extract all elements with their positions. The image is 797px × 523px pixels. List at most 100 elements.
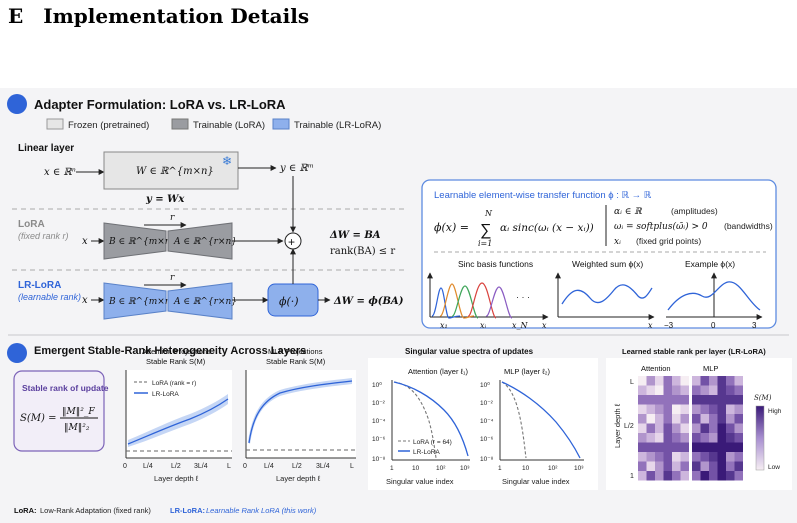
heatmap-cell [663, 385, 672, 395]
heatmap-cell [663, 395, 672, 405]
legend-swatch-frozen [46, 118, 64, 130]
heatmap-cell [646, 442, 655, 452]
linear-layer-label: Linear layer [18, 143, 74, 154]
spectra-attn-ytick-1: 10⁻² [372, 400, 386, 407]
heatmap-cell [672, 423, 681, 433]
spectra-mlp-lrlora-line [501, 381, 581, 459]
heatmap-cell [672, 395, 681, 405]
heatmap-cell [646, 376, 655, 386]
mlp-proj-title2: Stable Rank S(M) [266, 357, 326, 366]
legend-swatch-lora [171, 118, 189, 130]
heatmap-cell [692, 376, 701, 386]
heatmap-cbar-title: S(M) [754, 394, 772, 402]
heatmap-cell [655, 461, 664, 471]
heatmap-cell [709, 452, 718, 462]
mlp-proj-xtick-4: L [350, 463, 354, 470]
snowflake-icon: ❄ [222, 154, 232, 168]
heatmap-cell [717, 452, 726, 462]
heatmap-cell [663, 461, 672, 471]
phi-label: ϕ(·) [279, 295, 299, 308]
param-omega-desc: (bandwidths) [724, 221, 773, 231]
heatmap-cell [709, 395, 718, 405]
linear-output: y ∈ ℝᵐ [279, 163, 314, 174]
attn-proj-xtick-1: L/4 [143, 463, 153, 470]
heatmap-cell [700, 395, 709, 405]
attn-proj-xtick-3: 3L/4 [194, 463, 208, 470]
heatmap-cell [717, 442, 726, 452]
weight-label: W ∈ ℝ^{m×n} [136, 166, 214, 177]
heatmap-cell [717, 404, 726, 414]
heatmap-cell [709, 385, 718, 395]
heatmap-cell [638, 376, 647, 386]
lrlora-update: ΔW = ϕ(BA) [333, 296, 404, 307]
transfer-box [421, 179, 777, 329]
heatmap-cell [680, 442, 689, 452]
sum-title: Weighted sum ϕ(x) [572, 259, 643, 269]
stable-rank-title: Stable rank of update [22, 383, 109, 393]
spectra-attn-lrlora-line [393, 381, 469, 457]
spectra-mlp-ytick-4: 10⁻⁸ [480, 456, 494, 463]
example-title: Example ϕ(x) [685, 259, 735, 269]
heatmap-cell [734, 471, 743, 481]
sinc-curve-purple [485, 286, 513, 319]
heatmap-cell [734, 385, 743, 395]
basis-tick-x: x [542, 321, 547, 330]
linear-input: x ∈ ℝⁿ [44, 167, 76, 178]
heatmap-ylabel: Layer depth ℓ [613, 403, 622, 448]
mlp-proj-xtick-3: 3L/4 [316, 463, 330, 470]
stable-rank-den: ‖M‖²₂ [64, 423, 90, 433]
spectra-mlp-ytick-2: 10⁻⁴ [480, 418, 494, 425]
heatmap-cell [700, 423, 709, 433]
heatmap-cell [692, 423, 701, 433]
heatmap-cell [638, 452, 647, 462]
heatmap-cell [726, 471, 735, 481]
heatmap-cell [646, 385, 655, 395]
basis-tick-x1: x₁ [440, 321, 448, 330]
sum-tick-x: x [648, 321, 653, 330]
lora-B: B ∈ ℝ^{m×r} [108, 237, 175, 247]
heatmap-cell [726, 442, 735, 452]
heatmap-cell [717, 376, 726, 386]
param-alpha: αᵢ ∈ ℝ [614, 207, 642, 217]
basis-dots: · · · [516, 292, 530, 302]
legend-swatch-lrlora [272, 118, 290, 130]
heatmap-cell [646, 395, 655, 405]
heatmap-cell [700, 385, 709, 395]
heatmap-cell [726, 404, 735, 414]
spectra-attn-xtick-3: 10³ [460, 465, 470, 472]
param-x: xᵢ [614, 237, 621, 247]
heatmap-cell [726, 395, 735, 405]
heatmap-cell [734, 452, 743, 462]
lora-rank-eq: rank(BA) ≤ r [330, 246, 395, 257]
heatmap-cell [692, 461, 701, 471]
heatmap-cell [709, 414, 718, 424]
heatmap-cell [717, 433, 726, 443]
lora-label: LoRA [18, 219, 45, 230]
heatmap-cell [692, 452, 701, 462]
heatmap-cell [726, 385, 735, 395]
heatmap-cell [692, 395, 701, 405]
heatmap-cell [672, 471, 681, 481]
heatmap-cell [700, 452, 709, 462]
attn-proj-legend-lrlora: LR-LoRA [152, 391, 179, 398]
heatmap-cell [672, 404, 681, 414]
lora-update: ΔW = BA [329, 230, 381, 241]
heatmap-cell [734, 404, 743, 414]
heatmap-cell [726, 423, 735, 433]
heatmap-cell [655, 423, 664, 433]
heatmap-cell [680, 404, 689, 414]
heatmap-cell [638, 385, 647, 395]
sum-bottom: i=1 [478, 239, 492, 248]
heatmap-cell [709, 404, 718, 414]
spectra-mlp-lora-line [501, 381, 527, 459]
param-omega: ωᵢ = softplus(ω̃ᵢ) > 0 [614, 221, 708, 232]
stable-rank-lhs: S(M) = [20, 413, 56, 424]
heatmap-cell [638, 471, 647, 481]
heatmap-cell [734, 461, 743, 471]
heatmap-cell [663, 471, 672, 481]
example-curve [667, 281, 761, 311]
spectra-attn-lora-line [393, 381, 437, 459]
heatmap-cell [680, 414, 689, 424]
heatmap-cbar-high: High [768, 408, 782, 415]
legend-lrlora: Trainable (LR-LoRA) [294, 120, 381, 131]
